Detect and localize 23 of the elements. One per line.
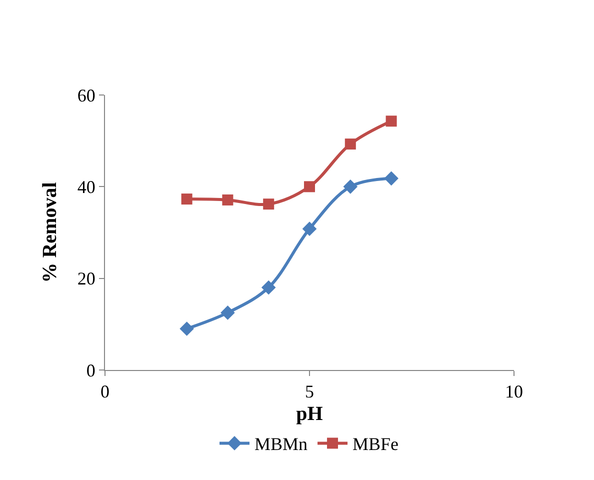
x-tick-label: 10 <box>505 382 523 402</box>
point <box>343 180 358 194</box>
y-tick-label: 60 <box>77 85 96 106</box>
point <box>181 194 192 205</box>
x-tick-label: 5 <box>305 382 314 402</box>
point <box>304 181 315 192</box>
point <box>180 322 194 336</box>
x-tick-label: 0 <box>100 382 110 402</box>
point <box>263 198 274 210</box>
legend-label: MBMn <box>254 434 308 454</box>
y-tick-label: 20 <box>77 268 96 289</box>
y-axis-title: % Removal <box>38 182 61 283</box>
x-axis-title: pH <box>296 403 324 426</box>
point <box>344 138 356 150</box>
point <box>384 171 398 186</box>
y-tick-label: 0 <box>86 360 96 380</box>
point <box>220 306 235 320</box>
point <box>302 222 317 236</box>
point <box>261 280 276 295</box>
y-tick-label: 40 <box>77 176 96 197</box>
point <box>222 194 234 206</box>
point <box>386 116 397 127</box>
legend-label: MBFe <box>352 434 399 454</box>
